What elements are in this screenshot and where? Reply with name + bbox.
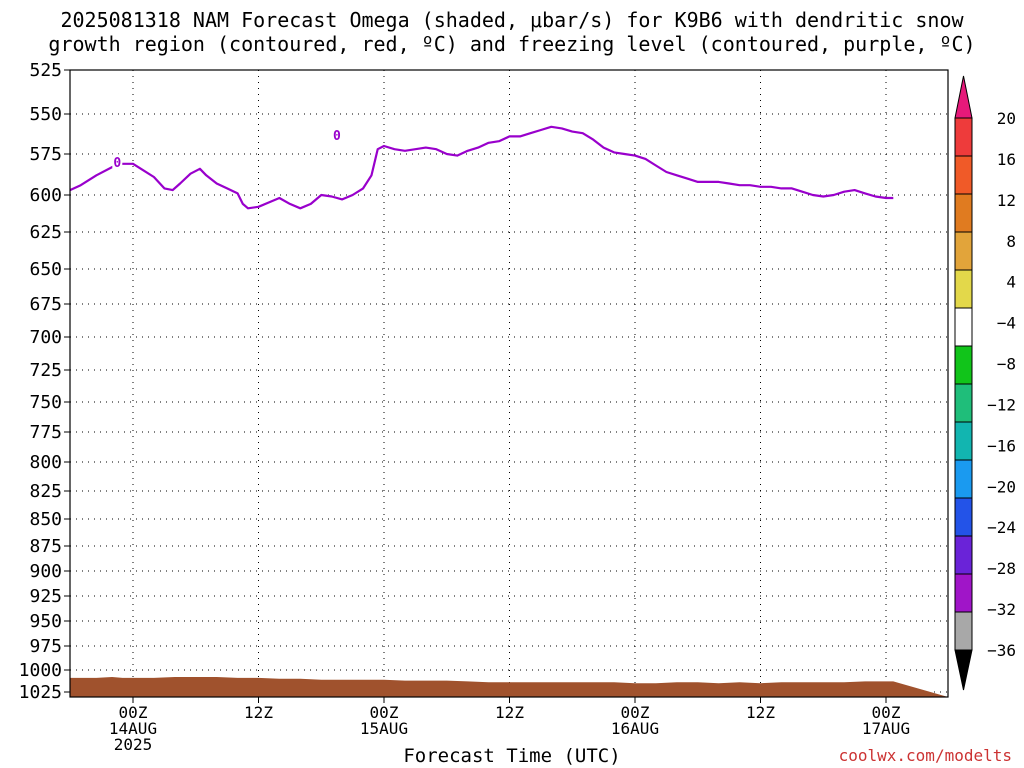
y-tick-label: 650 [29,259,62,280]
colorbar-label: −12 [987,395,1016,414]
colorbar-box [954,307,973,347]
y-tick-label: 750 [29,392,62,413]
colorbar-bottom-arrow [954,649,973,691]
y-tick-label: 825 [29,481,62,502]
x-tick-label: 2025 [114,735,153,754]
y-tick-label: 875 [29,536,62,557]
x-axis-title: Forecast Time (UTC) [403,745,621,767]
terrain-fill [70,677,948,697]
x-tick-label: 14AUG [109,719,157,738]
colorbar-box [954,117,973,157]
colorbar-box [954,497,973,537]
x-tick-label: 12Z [495,703,524,722]
x-tick-label: 00Z [119,703,148,722]
colorbar-label: −16 [987,436,1016,455]
x-tick-label: 16AUG [611,719,659,738]
chart-title: 2025081318 NAM Forecast Omega (shaded, μ… [0,8,1024,56]
colorbar-box [954,345,973,385]
colorbar-box [954,459,973,499]
colorbar-label: −36 [987,641,1016,660]
title-line-1: 2025081318 NAM Forecast Omega (shaded, μ… [60,8,964,32]
colorbar-box [954,231,973,271]
x-tick-label: 15AUG [360,719,408,738]
y-tick-label: 575 [29,144,62,165]
freezing-level-contour-label: 0 [113,156,121,171]
colorbar-label: 12 [997,191,1016,210]
colorbar-top-arrow [954,75,973,119]
colorbar-box [954,611,973,651]
y-tick-label: 975 [29,636,62,657]
x-tick-label: 12Z [244,703,273,722]
colorbar-box [954,383,973,423]
y-tick-label: 900 [29,561,62,582]
colorbar-label: −20 [987,477,1016,496]
colorbar-box [954,573,973,613]
y-tick-label: 1025 [19,682,62,703]
contour-label-bg [112,154,123,169]
contour-label-bg [331,126,342,141]
y-tick-label: 925 [29,586,62,607]
colorbar-label: −28 [987,559,1016,578]
y-tick-label: 625 [29,222,62,243]
x-tick-label: 00Z [370,703,399,722]
colorbar-box [954,193,973,233]
colorbar-label: 4 [1006,273,1016,292]
colorbar-label: −24 [987,518,1016,537]
colorbar-label: 16 [997,150,1016,169]
y-tick-label: 1000 [19,660,62,681]
y-tick-label: 800 [29,452,62,473]
title-line-2: growth region (contoured, red, ºC) and f… [48,32,976,56]
y-tick-label: 600 [29,185,62,206]
x-tick-label: 00Z [621,703,650,722]
x-tick-label: 17AUG [862,719,910,738]
y-tick-label: 725 [29,360,62,381]
colorbar-label: −4 [997,314,1016,333]
freezing-level-contour-label: 0 [333,129,341,144]
x-tick-label: 12Z [746,703,775,722]
y-tick-label: 525 [29,60,62,81]
colorbar-label: −8 [997,355,1016,374]
freezing-level-line [69,125,894,210]
colorbar-label: 20 [997,109,1016,128]
y-tick-label: 950 [29,611,62,632]
x-tick-label: 00Z [872,703,901,722]
site-credit: coolwx.com/modelts [838,746,1012,765]
colorbar-box [954,155,973,195]
y-tick-label: 550 [29,104,62,125]
y-tick-label: 700 [29,327,62,348]
colorbar-box [954,421,973,461]
y-tick-label: 775 [29,422,62,443]
colorbar-label: −32 [987,600,1016,619]
y-tick-label: 850 [29,509,62,530]
plot-frame [69,69,949,698]
colorbar-box [954,269,973,309]
colorbar-label: 8 [1006,232,1016,251]
y-tick-label: 675 [29,294,62,315]
plot-area [70,70,948,697]
colorbar-box [954,535,973,575]
